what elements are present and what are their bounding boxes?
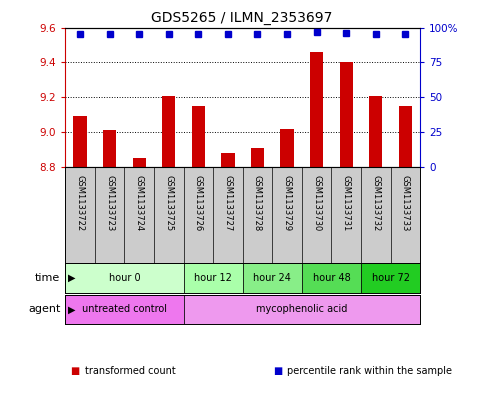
Text: GSM1133726: GSM1133726 bbox=[194, 175, 203, 231]
Bar bbox=[399, 106, 412, 167]
Text: ▶: ▶ bbox=[68, 273, 75, 283]
Text: GSM1133723: GSM1133723 bbox=[105, 175, 114, 231]
Text: hour 24: hour 24 bbox=[254, 273, 291, 283]
Text: GSM1133725: GSM1133725 bbox=[164, 175, 173, 231]
Text: GDS5265 / ILMN_2353697: GDS5265 / ILMN_2353697 bbox=[151, 11, 332, 25]
Text: GSM1133732: GSM1133732 bbox=[371, 175, 380, 231]
Bar bbox=[73, 116, 86, 167]
Text: GSM1133729: GSM1133729 bbox=[283, 175, 292, 231]
Bar bbox=[192, 106, 205, 167]
Bar bbox=[103, 130, 116, 167]
Bar bbox=[184, 263, 242, 293]
Text: agent: agent bbox=[28, 305, 60, 314]
Bar bbox=[340, 62, 353, 167]
Text: ■: ■ bbox=[273, 366, 282, 376]
Text: GSM1133733: GSM1133733 bbox=[401, 175, 410, 231]
Text: GSM1133730: GSM1133730 bbox=[312, 175, 321, 231]
Text: hour 12: hour 12 bbox=[194, 273, 232, 283]
Bar bbox=[132, 158, 146, 167]
Text: GSM1133731: GSM1133731 bbox=[342, 175, 351, 231]
Text: hour 0: hour 0 bbox=[109, 273, 140, 283]
Text: GSM1133728: GSM1133728 bbox=[253, 175, 262, 231]
Bar bbox=[251, 148, 264, 167]
Text: hour 72: hour 72 bbox=[371, 273, 410, 283]
Text: mycophenolic acid: mycophenolic acid bbox=[256, 305, 348, 314]
Bar bbox=[184, 295, 420, 324]
Bar bbox=[221, 153, 235, 167]
Bar bbox=[302, 263, 361, 293]
Bar bbox=[65, 263, 184, 293]
Bar bbox=[281, 129, 294, 167]
Text: GSM1133727: GSM1133727 bbox=[224, 175, 232, 231]
Text: transformed count: transformed count bbox=[85, 366, 175, 376]
Text: hour 48: hour 48 bbox=[313, 273, 350, 283]
Text: time: time bbox=[35, 273, 60, 283]
Text: GSM1133722: GSM1133722 bbox=[75, 175, 85, 231]
Text: ■: ■ bbox=[70, 366, 79, 376]
Bar bbox=[310, 52, 323, 167]
Text: percentile rank within the sample: percentile rank within the sample bbox=[287, 366, 453, 376]
Bar bbox=[162, 95, 175, 167]
Bar bbox=[65, 295, 184, 324]
Text: ▶: ▶ bbox=[68, 305, 75, 314]
Bar bbox=[369, 95, 383, 167]
Text: untreated control: untreated control bbox=[82, 305, 167, 314]
Text: GSM1133724: GSM1133724 bbox=[135, 175, 143, 231]
Bar bbox=[361, 263, 420, 293]
Bar bbox=[242, 263, 302, 293]
